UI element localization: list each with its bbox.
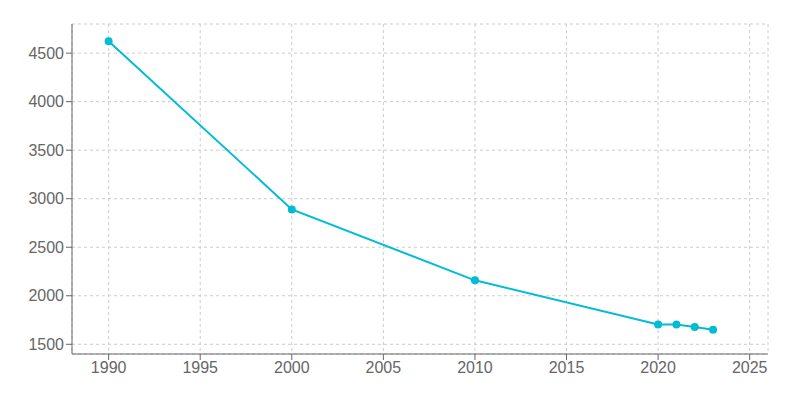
svg-text:1500: 1500 xyxy=(28,336,64,353)
svg-text:2000: 2000 xyxy=(28,287,64,304)
svg-text:2005: 2005 xyxy=(366,359,402,376)
svg-text:1990: 1990 xyxy=(91,359,127,376)
svg-text:4500: 4500 xyxy=(28,45,64,62)
svg-text:3000: 3000 xyxy=(28,190,64,207)
svg-text:2015: 2015 xyxy=(549,359,585,376)
svg-text:4000: 4000 xyxy=(28,93,64,110)
svg-text:2025: 2025 xyxy=(732,359,768,376)
svg-text:2010: 2010 xyxy=(457,359,493,376)
svg-text:2500: 2500 xyxy=(28,239,64,256)
svg-text:2020: 2020 xyxy=(640,359,676,376)
svg-text:3500: 3500 xyxy=(28,142,64,159)
svg-text:2000: 2000 xyxy=(274,359,310,376)
svg-text:1995: 1995 xyxy=(182,359,218,376)
